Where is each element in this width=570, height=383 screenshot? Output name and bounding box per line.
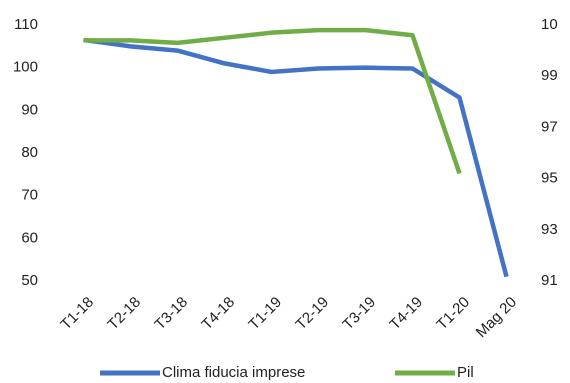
- x-tick-label: T1-20: [433, 294, 473, 334]
- legend-label: Clima fiducia imprese: [162, 364, 305, 381]
- series-line: [83, 37, 509, 278]
- x-tick-label: T3-19: [339, 294, 379, 334]
- y2-tick-label: 93: [541, 221, 558, 238]
- x-tick-label: T1-18: [57, 294, 97, 334]
- y2-tick-label: 91: [541, 272, 558, 289]
- x-tick-label: T4-19: [386, 294, 426, 334]
- y2-tick-label: 95: [541, 170, 558, 187]
- y-tick-label: 50: [21, 272, 38, 289]
- y-tick-label: 110: [14, 16, 38, 33]
- y2-tick-label: 99: [541, 67, 558, 84]
- legend-label: Pil: [457, 364, 474, 381]
- x-tick-label: T2-18: [104, 294, 144, 334]
- x-tick-label: Mag 20: [473, 294, 520, 341]
- y-tick-label: 90: [21, 101, 38, 118]
- y2-tick-label: 10: [541, 16, 558, 33]
- y-tick-label: 60: [21, 229, 38, 246]
- x-tick-label: T4-18: [198, 294, 238, 334]
- y2-tick-label: 97: [541, 118, 558, 135]
- y-tick-label: 70: [21, 187, 38, 204]
- x-tick-label: T2-19: [292, 294, 332, 334]
- series-line: [83, 27, 462, 175]
- y-tick-label: 80: [21, 144, 38, 161]
- x-tick-label: T1-19: [245, 294, 285, 334]
- y-tick-label: 100: [13, 59, 38, 76]
- x-tick-label: T3-18: [151, 294, 191, 334]
